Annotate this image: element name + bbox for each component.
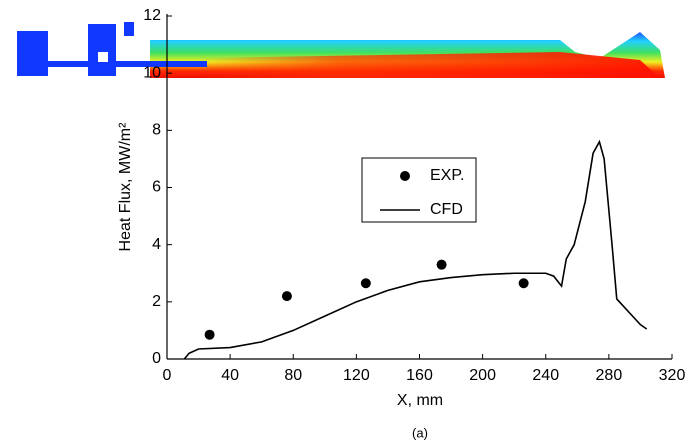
- x-axis-label: X, mm: [397, 392, 443, 409]
- legend-marker: [400, 171, 410, 181]
- x-tick-label: 320: [659, 367, 686, 384]
- data-point: [360, 278, 371, 289]
- x-tick-label: 240: [532, 367, 559, 384]
- x-tick-label: 280: [596, 367, 623, 384]
- y-tick-label: 10: [143, 64, 161, 81]
- data-point: [436, 259, 447, 270]
- y-axis-label: Heat Flux, MW/m²: [117, 122, 134, 252]
- x-tick-label: 40: [221, 367, 239, 384]
- y-tick-label: 8: [152, 122, 161, 139]
- flow-contour: [17, 22, 665, 78]
- x-tick-label: 200: [469, 367, 496, 384]
- y-tick-label: 6: [152, 179, 161, 196]
- x-tick-label: 80: [284, 367, 302, 384]
- x-tick-label: 120: [343, 367, 370, 384]
- legend: [361, 157, 477, 223]
- x-tick-label: 160: [406, 367, 433, 384]
- y-tick-label: 0: [152, 350, 161, 367]
- legend-label: EXP.: [430, 167, 464, 184]
- line: [183, 139, 648, 360]
- data-point: [204, 329, 215, 340]
- data-point: [518, 278, 529, 289]
- data-point: [281, 291, 292, 302]
- caption: (a): [412, 425, 428, 440]
- y-tick-label: 2: [152, 293, 161, 310]
- y-tick-label: 4: [152, 236, 161, 253]
- x-tick-label: 0: [163, 367, 172, 384]
- legend-label: CFD: [430, 201, 463, 218]
- y-tick-label: 12: [143, 7, 161, 24]
